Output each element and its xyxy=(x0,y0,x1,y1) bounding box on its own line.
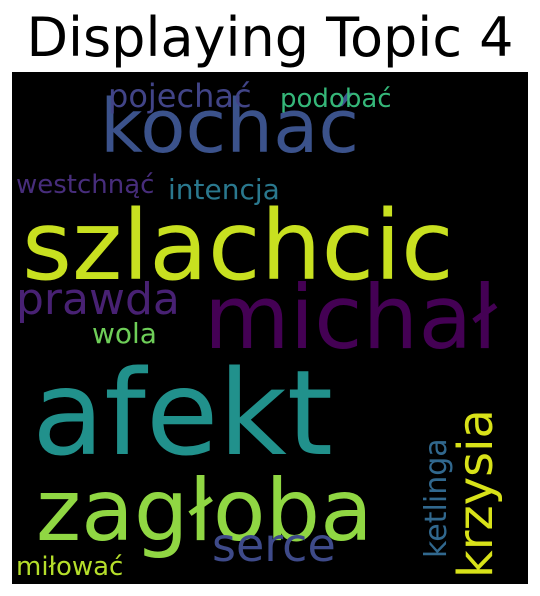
word-kochac: kochać xyxy=(100,84,360,170)
word-szlachcic: szlachcic xyxy=(22,190,454,302)
word-podobac: podobać xyxy=(280,84,392,114)
word-intencja: intencja xyxy=(168,173,280,206)
word-prawda: prawda xyxy=(16,274,180,325)
word-milowac: miłować xyxy=(16,552,124,582)
figure-title: Displaying Topic 4 xyxy=(26,6,514,69)
word-westchnac: westchnąć xyxy=(16,170,155,200)
word-afekt: afekt xyxy=(32,344,334,482)
word-krzysia: krzysia xyxy=(448,409,504,578)
word-ketlinga: ketlinga xyxy=(419,438,454,558)
word-pojechac: pojechać xyxy=(108,77,252,115)
word-cloud: kochać szlachcic michał afekt zagłoba kr… xyxy=(12,72,528,584)
word-serce: serce xyxy=(212,518,336,572)
word-zagloba: zagłoba xyxy=(36,461,373,561)
word-wola: wola xyxy=(92,317,157,350)
word-michal: michał xyxy=(204,266,498,369)
